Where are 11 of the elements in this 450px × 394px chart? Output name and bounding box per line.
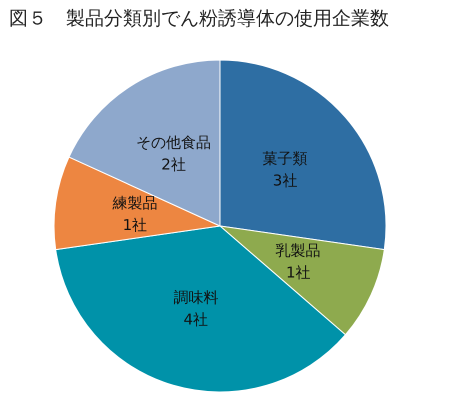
data-label: 3社 bbox=[272, 172, 298, 190]
slice-label: 菓子類 bbox=[262, 150, 308, 168]
data-label: 4社 bbox=[184, 310, 208, 329]
chart-title: 図５ 製品分類別でん粉誘導体の使用企業数 bbox=[9, 8, 389, 30]
slice-label: 練製品 bbox=[111, 194, 158, 212]
data-label: 1社 bbox=[286, 264, 310, 282]
slice-label: 乳製品 bbox=[276, 242, 321, 260]
data-label: 1社 bbox=[122, 216, 148, 234]
slice-label: 調味料 bbox=[173, 288, 218, 307]
slice-label: その他食品 bbox=[136, 134, 212, 152]
data-label: 2社 bbox=[161, 156, 186, 174]
